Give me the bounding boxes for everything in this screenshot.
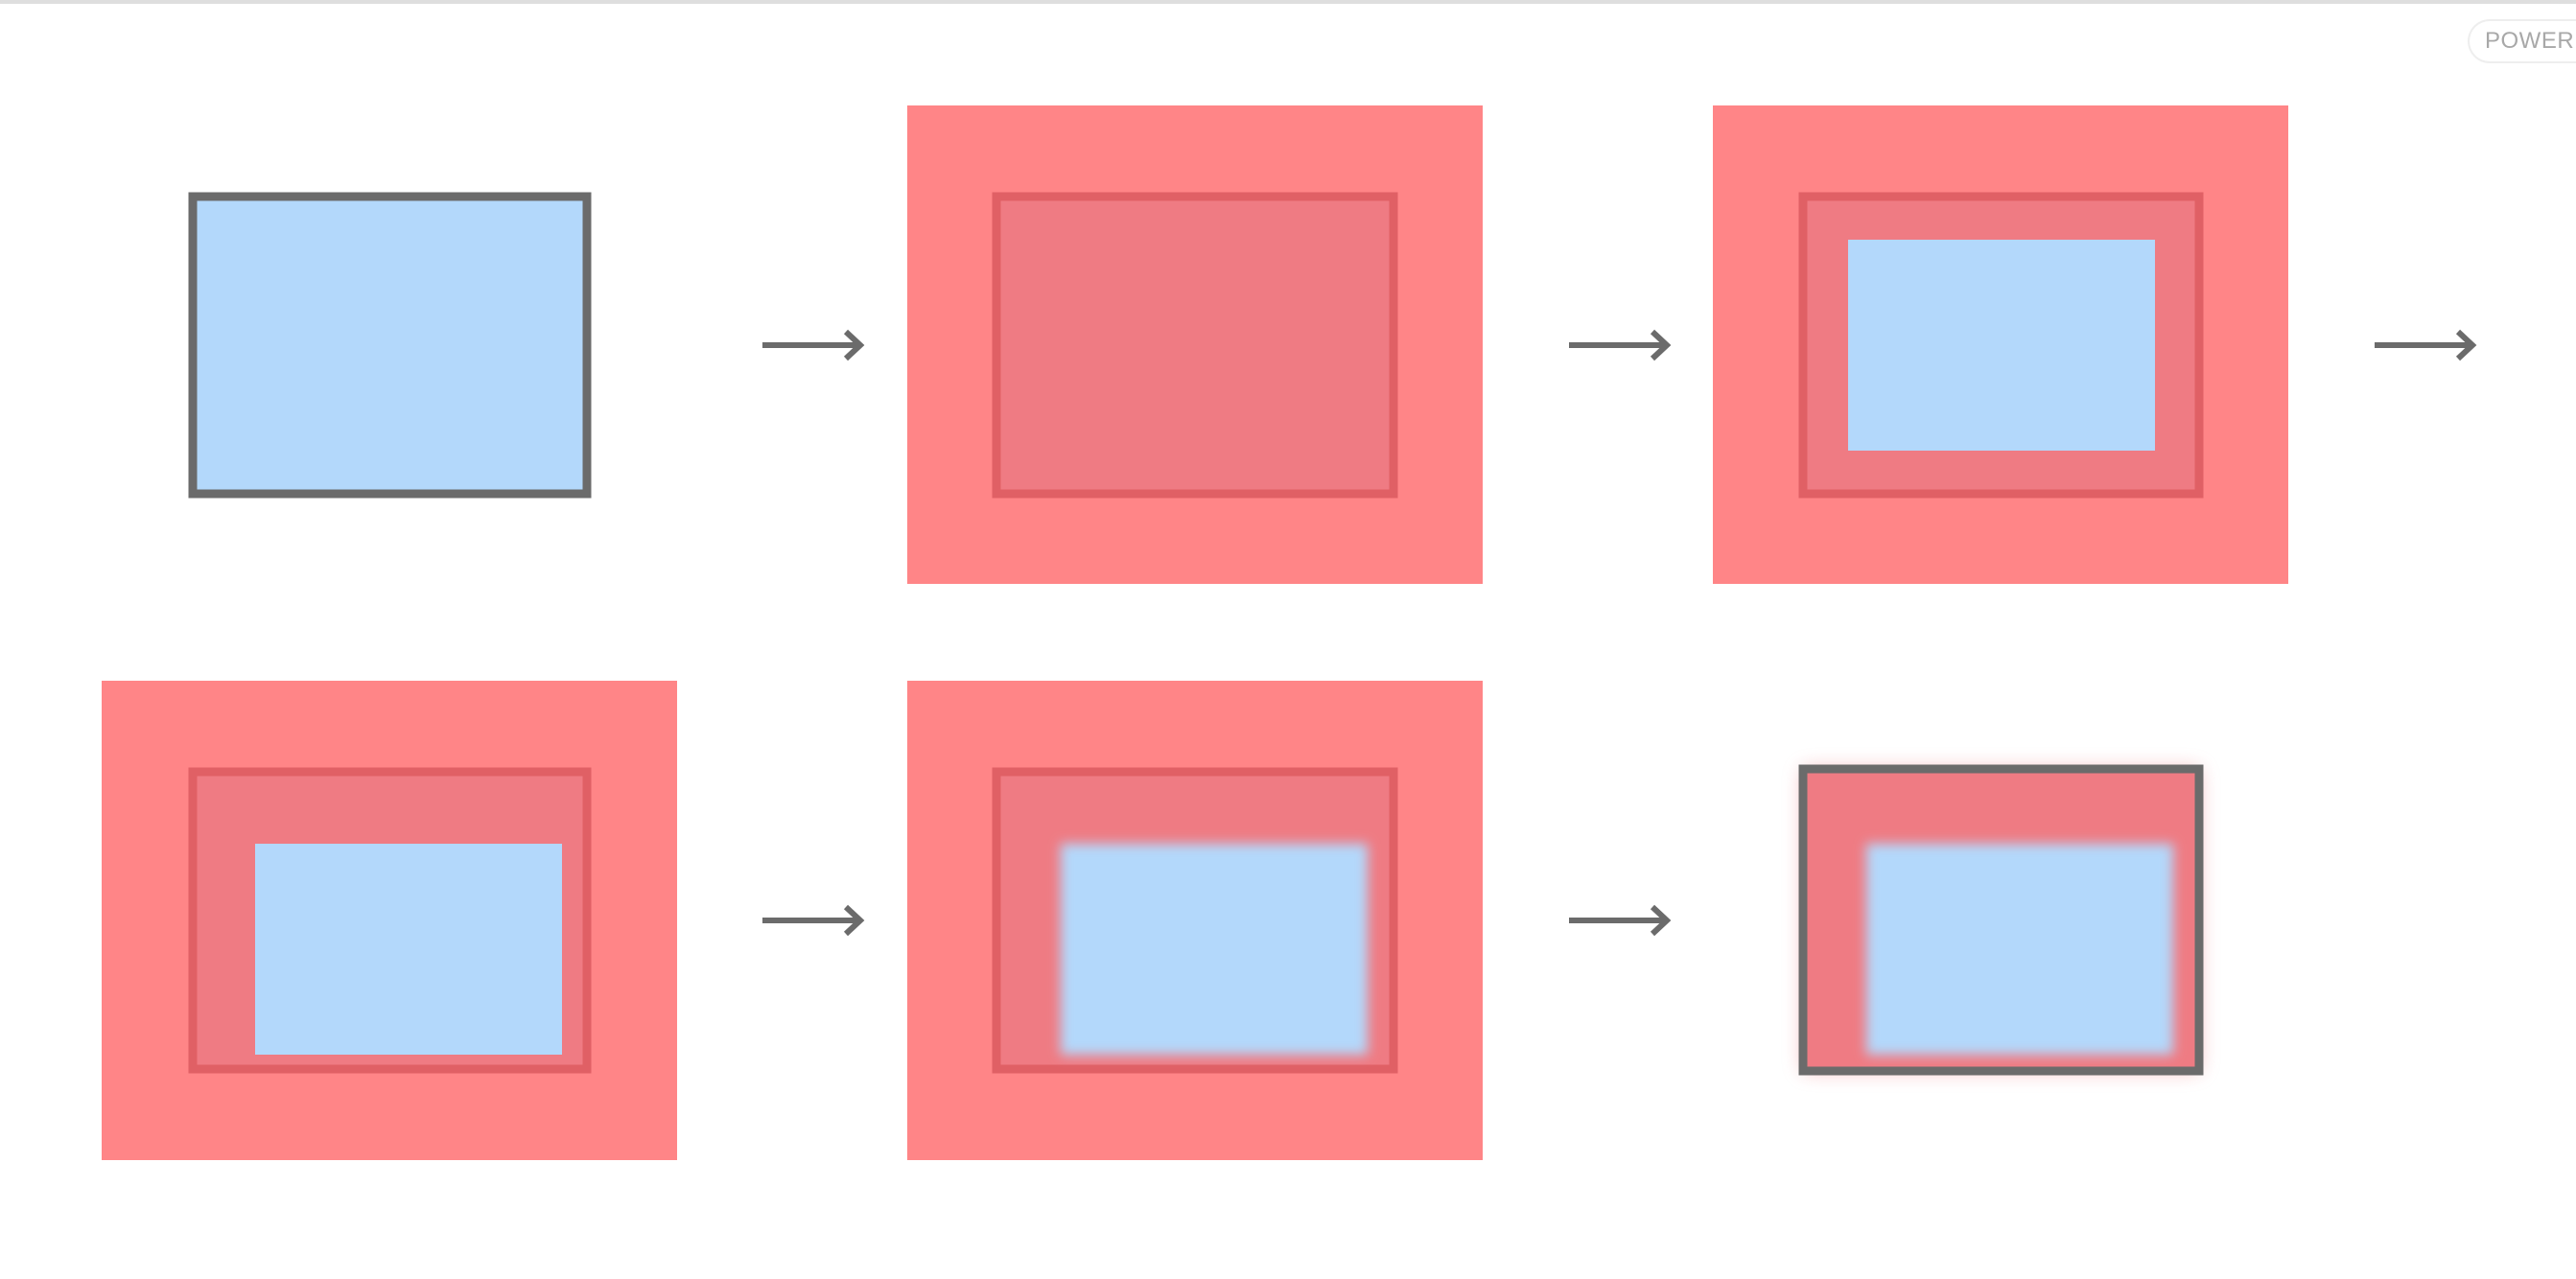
blurred-content-box [1866, 844, 2173, 1055]
arrow-right-icon [762, 904, 865, 937]
content-box [193, 197, 587, 494]
step-bleed-with-shifted-content [102, 681, 677, 1160]
border-box [188, 192, 592, 499]
step-bleed-with-overlay [907, 105, 1483, 584]
arrow-right-icon [1569, 329, 1672, 361]
powered-badge[interactable]: POWERED [2468, 19, 2576, 63]
step-final-composited-box [1798, 764, 2204, 1076]
arrow-right-icon [2375, 329, 2477, 361]
overlay-area [992, 192, 1398, 499]
top-rule [0, 0, 2576, 4]
content-box [255, 844, 562, 1055]
step-bleed-with-content [1713, 105, 2288, 584]
arrow-right-icon [762, 329, 865, 361]
arrow-right-icon [1569, 904, 1672, 937]
step-bleed-with-blurred-content [907, 681, 1483, 1160]
blurred-content-box [1061, 844, 1368, 1055]
step-original-box [188, 192, 592, 499]
border-box [1798, 764, 2204, 1076]
content-box [1848, 240, 2155, 451]
